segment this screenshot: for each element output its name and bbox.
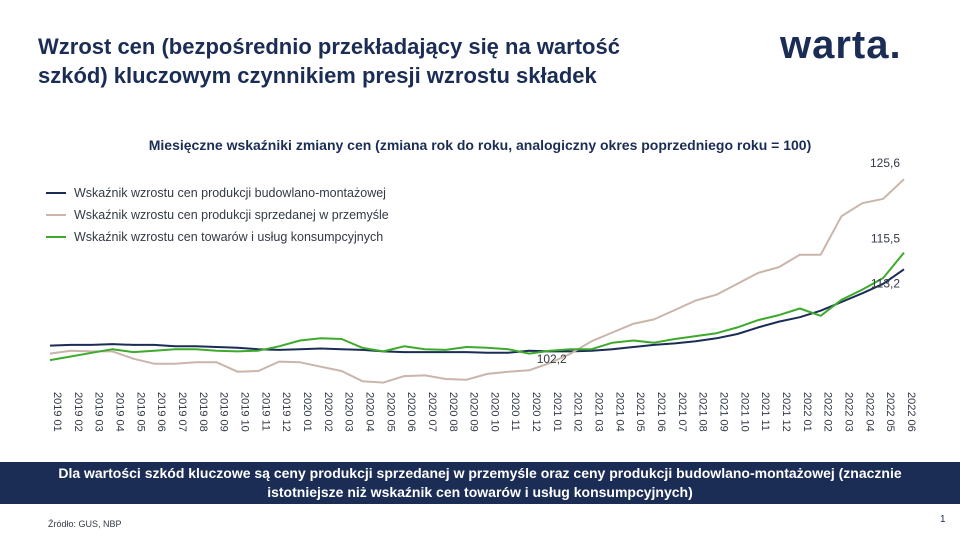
x-tick-label: 2019 12: [280, 392, 292, 432]
logo-text: warta.: [780, 23, 902, 67]
x-tick-label: 2020 02: [322, 392, 334, 432]
x-tick-label: 2021 06: [655, 392, 667, 432]
x-tick-label: 2020 09: [468, 392, 480, 432]
x-tick-label: 2021 12: [780, 392, 792, 432]
x-tick-label: 2021 09: [718, 392, 730, 432]
x-tick-label: 2019 08: [197, 392, 209, 432]
x-tick-label: 2019 04: [113, 392, 125, 432]
x-tick-label: 2019 01: [51, 392, 63, 432]
x-tick-label: 2020 07: [426, 392, 438, 432]
data-label: 113,2: [871, 276, 900, 290]
x-tick-label: 2020 12: [530, 392, 542, 432]
x-tick-label: 2021 07: [676, 392, 688, 432]
x-tick-label: 2021 03: [593, 392, 605, 432]
x-tick-label: 2021 04: [613, 392, 625, 432]
x-tick-label: 2021 01: [551, 392, 563, 432]
x-tick-label: 2019 07: [176, 392, 188, 432]
x-tick-label: 2019 03: [93, 392, 105, 432]
x-tick-label: 2019 05: [134, 392, 146, 432]
x-tick-label: 2022 02: [822, 392, 834, 432]
legend-swatch: [46, 236, 66, 238]
x-tick-label: 2022 01: [801, 392, 813, 432]
x-tick-label: 2021 05: [634, 392, 646, 432]
x-tick-label: 2021 11: [759, 392, 771, 431]
legend-label: Wskaźnik wzrostu cen towarów i usług kon…: [74, 230, 384, 244]
x-tick-label: 2020 04: [363, 392, 375, 432]
series-line: [49, 251, 905, 362]
legend-item: Wskaźnik wzrostu cen produkcji sprzedane…: [46, 204, 389, 226]
line-chart: 2019 01 2019 02 2019 03 2019 04 2019 05 2019 …: [49, 156, 917, 432]
x-tick-label: 2022 06: [905, 392, 917, 432]
warta-logo: warta.: [780, 23, 902, 67]
series-line: [49, 178, 905, 384]
x-tick-label: 2020 03: [343, 392, 355, 432]
page-title-line-1: Wzrost cen (bezpośrednio przekładający s…: [38, 34, 620, 59]
x-tick-label: 2020 01: [301, 392, 313, 432]
x-tick-label: 2019 02: [72, 392, 84, 432]
x-tick-label: 2019 06: [155, 392, 167, 432]
page-title-line-2: szkód) kluczowym czynnikiem presji wzros…: [38, 63, 597, 88]
series-line: [49, 268, 905, 354]
data-label: 115,5: [871, 232, 900, 246]
x-tick-label: 2020 11: [509, 392, 521, 431]
x-tick-label: 2021 08: [697, 392, 709, 432]
chart-title: Miesięczne wskaźniki zmiany cen (zmiana …: [148, 137, 812, 153]
x-tick-label: 2019 11: [259, 392, 271, 431]
summary-banner-line-2: istotniejsze niż wskaźnik cen towarów i …: [267, 484, 693, 500]
legend-item: Wskaźnik wzrostu cen towarów i usług kon…: [46, 226, 389, 248]
x-tick-label: 2019 09: [218, 392, 230, 432]
legend-label: Wskaźnik wzrostu cen produkcji budowlano…: [74, 186, 386, 200]
legend-item: Wskaźnik wzrostu cen produkcji budowlano…: [46, 182, 389, 204]
source-note: Źródło: GUS, NBP: [48, 519, 122, 529]
x-tick-label: 2020 06: [405, 392, 417, 432]
x-tick-label: 2020 05: [384, 392, 396, 432]
summary-banner-line-1: Dla wartości szkód kluczowe są ceny prod…: [58, 465, 902, 481]
x-tick-label: 2019 10: [238, 392, 250, 432]
x-tick-label: 2021 02: [572, 392, 584, 432]
legend-swatch: [46, 214, 66, 216]
data-label: 102,2: [537, 352, 567, 366]
legend-label: Wskaźnik wzrostu cen produkcji sprzedane…: [74, 208, 389, 222]
x-tick-label: 2022 03: [843, 392, 855, 432]
summary-banner: Dla wartości szkód kluczowe są ceny prod…: [0, 462, 960, 504]
x-tick-label: 2020 08: [447, 392, 459, 432]
x-tick-label: 2022 04: [863, 392, 875, 432]
page-number: 1: [940, 514, 946, 525]
legend-swatch: [46, 192, 66, 194]
x-tick-label: 2020 10: [488, 392, 500, 432]
x-tick-label: 2022 05: [884, 392, 896, 432]
data-label: 125,6: [870, 156, 900, 170]
chart-legend: Wskaźnik wzrostu cen produkcji budowlano…: [46, 182, 389, 248]
x-tick-label: 2021 10: [738, 392, 750, 432]
page-title: Wzrost cen (bezpośrednio przekładający s…: [38, 32, 738, 90]
